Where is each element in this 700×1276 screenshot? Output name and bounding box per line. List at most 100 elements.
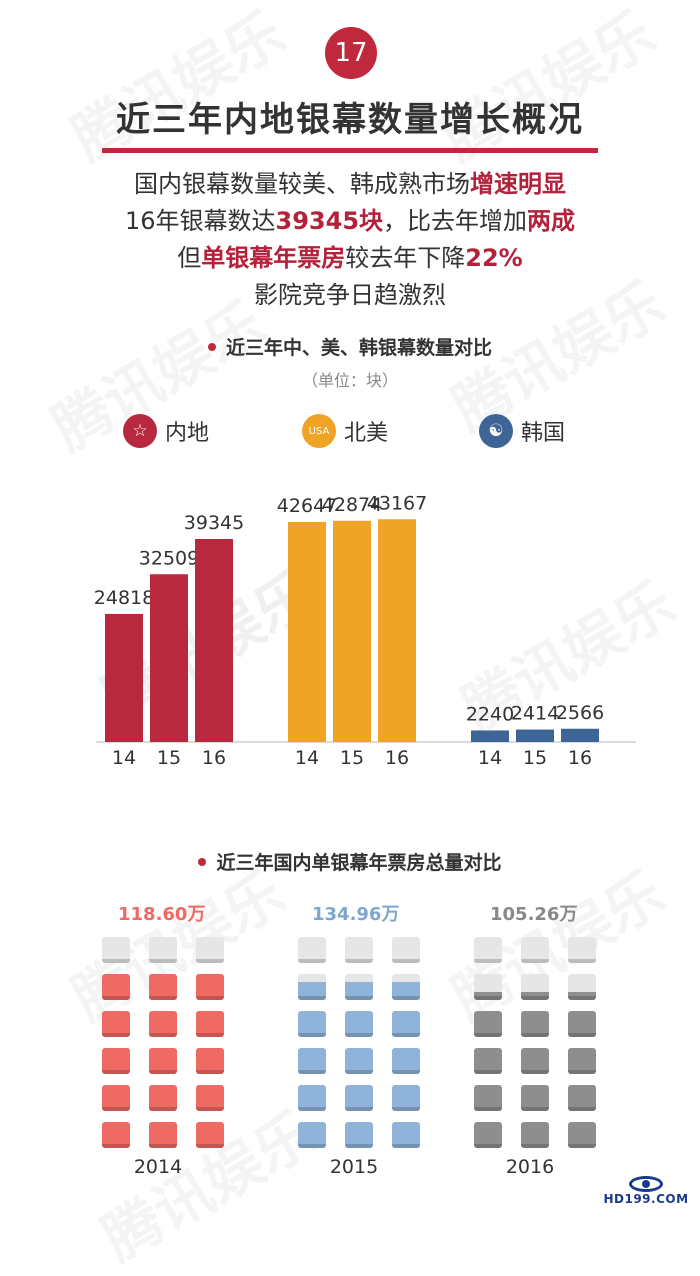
bar-mainland-16	[195, 538, 233, 742]
seat-icon	[521, 1122, 549, 1148]
category-label-mainland-16: 16	[202, 747, 226, 769]
data-label-korea-16: 2566	[556, 702, 604, 724]
seat-icon	[149, 937, 177, 963]
seat-icon	[392, 974, 420, 1000]
summary-line-1: 国内银幕数量较美、韩成熟市场增速明显	[134, 170, 566, 198]
seat-icon	[345, 1122, 373, 1148]
seat-icon	[196, 937, 224, 963]
seat-icon	[474, 1122, 502, 1148]
category-label-korea-15: 15	[523, 747, 547, 769]
category-label-north-america-16: 16	[385, 747, 409, 769]
legend-label: 北美	[344, 421, 389, 446]
seat-icon	[298, 1048, 326, 1074]
data-label-mainland-14: 24818	[94, 587, 154, 609]
seat-icon	[521, 1085, 549, 1111]
seat-icon	[102, 974, 130, 1000]
star-icon: ☆	[123, 414, 157, 448]
summary-line-2: 16年银幕数达39345块，比去年增加两成	[124, 207, 576, 235]
seat-icon	[298, 974, 326, 1000]
seat-grid-2015	[298, 937, 420, 1148]
screen-count-section-title: 近三年中、美、韩银幕数量对比	[0, 333, 700, 360]
bar-north-america-16	[378, 519, 416, 742]
unit-label: （单位：块）	[301, 371, 398, 390]
seat-icon	[298, 1011, 326, 1037]
year-label-2016: 2016	[505, 1156, 555, 1178]
seat-icon	[345, 937, 373, 963]
bar-north-america-15	[333, 520, 371, 742]
year-label-2015: 2015	[329, 1156, 379, 1178]
data-label-korea-14: 2240	[466, 703, 514, 725]
seat-icon	[149, 1122, 177, 1148]
seat-icon	[392, 1048, 420, 1074]
year-label-2014: 2014	[133, 1156, 183, 1178]
seat-icon	[102, 1011, 130, 1037]
bar-korea-16	[561, 728, 599, 742]
seat-icon	[149, 1048, 177, 1074]
category-label-north-america-14: 14	[295, 747, 319, 769]
seat-icon	[196, 1048, 224, 1074]
eye-logo-icon	[629, 1176, 663, 1192]
box-office-value-2014: 118.60万	[118, 904, 206, 925]
seat-icon	[392, 1011, 420, 1037]
box-office-section-title: 近三年国内单银幕年票房总量对比	[0, 848, 700, 875]
seat-icon	[474, 1048, 502, 1074]
box-office-value-2016: 105.26万	[490, 904, 578, 925]
taeguk-icon: ☯	[479, 414, 513, 448]
seat-icon	[196, 974, 224, 1000]
bar-mainland-15	[150, 574, 188, 742]
seat-icon	[568, 1011, 596, 1037]
data-label-north-america-15: 42874	[322, 494, 382, 516]
seat-icon	[149, 1085, 177, 1111]
bar-mainland-14	[105, 613, 143, 742]
seat-icon	[196, 1011, 224, 1037]
seat-icon	[102, 1122, 130, 1148]
legend-item-korea: ☯ 韩国	[479, 413, 565, 449]
seat-icon	[521, 1011, 549, 1037]
data-label-korea-15: 2414	[511, 703, 559, 725]
title-underline	[102, 148, 598, 153]
seat-icon	[474, 1085, 502, 1111]
seat-icon	[102, 937, 130, 963]
box-office-value-2015: 134.96万	[312, 904, 400, 925]
seat-icon	[392, 1085, 420, 1111]
seat-icon	[568, 974, 596, 1000]
site-logo: HD199.COM	[600, 1176, 692, 1210]
summary-line-4: 影院竞争日趋激烈	[254, 281, 446, 309]
legend-item-mainland: ☆ 内地	[123, 413, 209, 449]
seat-icon	[568, 937, 596, 963]
seat-icon	[474, 937, 502, 963]
seat-icon	[345, 1048, 373, 1074]
bar-north-america-14	[288, 521, 326, 742]
seat-icon	[345, 1085, 373, 1111]
seat-icon	[392, 937, 420, 963]
category-label-north-america-15: 15	[340, 747, 364, 769]
seat-icon	[298, 1122, 326, 1148]
seat-icon	[196, 1085, 224, 1111]
usa-icon: USA	[302, 414, 336, 448]
category-label-korea-14: 14	[478, 747, 502, 769]
seat-icon	[568, 1122, 596, 1148]
page-title: 近三年内地银幕数量增长概况	[116, 100, 584, 140]
data-label-north-america-16: 43167	[367, 492, 427, 514]
category-label-korea-16: 16	[568, 747, 592, 769]
seat-icon	[521, 974, 549, 1000]
seat-icon	[102, 1048, 130, 1074]
seat-icon	[149, 974, 177, 1000]
legend-label: 韩国	[521, 421, 566, 446]
seat-icon	[149, 1011, 177, 1037]
seat-icon	[298, 937, 326, 963]
category-label-mainland-15: 15	[157, 747, 181, 769]
seat-icon	[521, 1048, 549, 1074]
seat-icon	[298, 1085, 326, 1111]
bullet-dot-icon	[207, 342, 216, 351]
seat-grid-2014	[102, 937, 224, 1148]
data-label-mainland-15: 32509	[139, 547, 199, 569]
seat-grid-2016	[474, 937, 596, 1148]
bar-korea-14	[471, 730, 509, 742]
seat-icon	[102, 1085, 130, 1111]
bar-korea-15	[516, 729, 554, 742]
category-label-mainland-14: 14	[112, 747, 136, 769]
bullet-dot-icon	[198, 857, 207, 866]
data-label-north-america-14: 42647	[277, 495, 337, 517]
seat-icon	[568, 1048, 596, 1074]
